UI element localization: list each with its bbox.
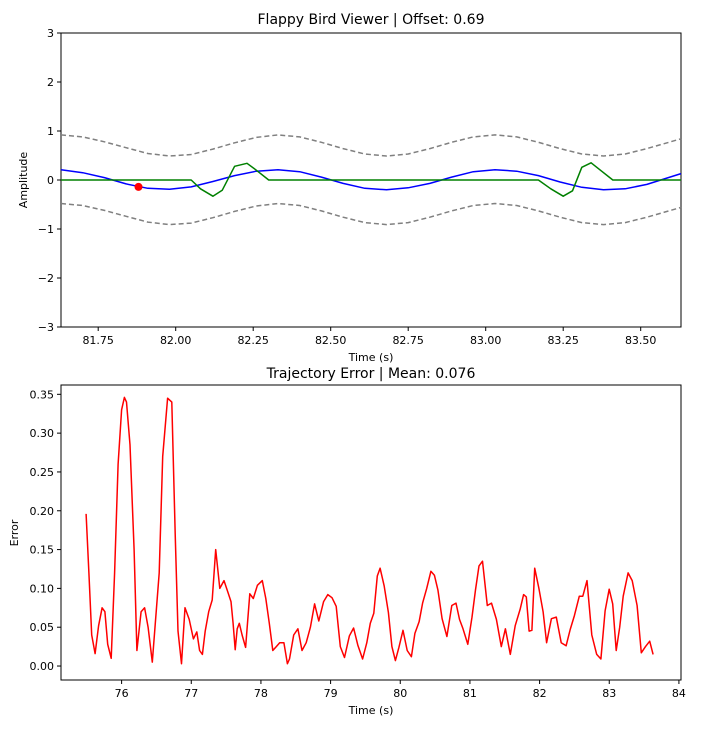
bottom-x-ticks: 76 77 78 79 80 81 82 83 84 [115, 680, 686, 700]
x-tick-label: 83.25 [547, 334, 579, 347]
x-tick-label: 84 [672, 687, 686, 700]
x-tick-label: 82.25 [237, 334, 269, 347]
y-tick-label: 1 [47, 125, 54, 138]
y-tick-label: 0.35 [30, 388, 55, 401]
x-tick-label: 79 [324, 687, 338, 700]
x-tick-label: 83 [602, 687, 616, 700]
y-tick-label: 0.05 [30, 621, 55, 634]
x-tick-label: 82.75 [392, 334, 424, 347]
bottom-series-group [85, 396, 654, 665]
y-tick-label: 0.25 [30, 466, 55, 479]
x-tick-label: 83.00 [470, 334, 502, 347]
y-tick-label: 2 [47, 76, 54, 89]
x-tick-label: 76 [115, 687, 129, 700]
bottom-chart-title: Trajectory Error | Mean: 0.076 [266, 366, 476, 382]
y-tick-label: 0.10 [30, 582, 55, 595]
x-tick-label: 82.50 [315, 334, 347, 347]
series-line-1 [61, 162, 681, 197]
bottom-x-axis-label: Time (s) [348, 704, 394, 717]
bottom-y-ticks: 0.00 0.05 0.10 0.15 0.20 0.25 0.30 0.35 [30, 388, 61, 673]
y-tick-label: −1 [38, 223, 54, 236]
series-line-0 [85, 396, 654, 665]
y-tick-label: −3 [38, 321, 54, 334]
x-tick-label: 83.50 [625, 334, 657, 347]
top-chart: Flappy Bird Viewer | Offset: 0.69 81.75 8… [17, 12, 682, 364]
bottom-chart: Trajectory Error | Mean: 0.076 76 77 78 79 8… [8, 366, 686, 717]
y-tick-label: 0.15 [30, 544, 55, 557]
y-tick-label: 0.20 [30, 505, 55, 518]
y-tick-label: −2 [38, 272, 54, 285]
x-tick-label: 80 [393, 687, 407, 700]
y-tick-label: 3 [47, 27, 54, 40]
series-line-0 [60, 168, 682, 191]
y-tick-label: 0.00 [30, 660, 55, 673]
x-tick-label: 82 [533, 687, 547, 700]
y-tick-label: 0.30 [30, 427, 55, 440]
x-tick-label: 81 [463, 687, 477, 700]
bottom-y-axis-label: Error [8, 519, 21, 546]
bird-position-marker [134, 182, 143, 191]
top-x-ticks: 81.75 82.00 82.25 82.50 82.75 83.00 83.25 83.50 [82, 327, 656, 347]
top-series-group [60, 134, 682, 226]
x-tick-label: 81.75 [82, 334, 114, 347]
top-y-ticks: −3 −2 −1 0 1 2 3 [38, 27, 61, 334]
top-y-axis-label: Amplitude [17, 152, 30, 209]
x-tick-label: 82.00 [160, 334, 192, 347]
y-tick-label: 0 [47, 174, 54, 187]
top-x-axis-label: Time (s) [348, 351, 394, 364]
top-chart-title: Flappy Bird Viewer | Offset: 0.69 [258, 12, 485, 28]
x-tick-label: 77 [184, 687, 198, 700]
x-tick-label: 78 [254, 687, 268, 700]
